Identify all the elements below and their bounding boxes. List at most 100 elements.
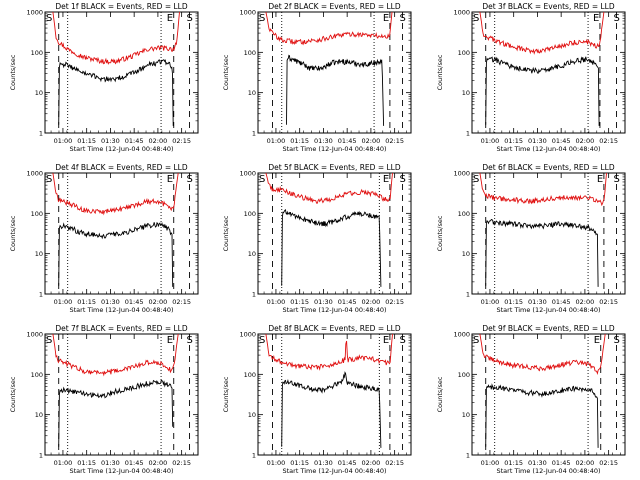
end-marker: E [383, 335, 389, 346]
start-marker: S [614, 335, 620, 346]
lld-series-line [479, 333, 606, 375]
start-marker: S [473, 13, 479, 24]
lld-series-line [265, 172, 393, 204]
x-tick-label: 02:00 [149, 459, 168, 467]
start-marker: S [187, 13, 193, 24]
panel-title: Det 1f BLACK = Events, RED = LLD [55, 2, 188, 11]
y-tick-label: 100 [458, 49, 470, 57]
x-tick-label: 01:15 [77, 459, 96, 467]
x-tick-label: 01:00 [54, 298, 73, 306]
x-tick-label: 02:15 [385, 459, 404, 467]
x-tick-label: 01:15 [504, 137, 523, 145]
y-axis-label: Counts/sec [9, 215, 17, 251]
x-tick-label: 01:15 [504, 459, 523, 467]
x-tick-label: 01:15 [290, 137, 309, 145]
y-tick-label: 100 [31, 371, 43, 379]
y-tick-label: 1 [39, 452, 43, 460]
x-tick-label: 01:45 [552, 459, 571, 467]
y-tick-label: 1 [252, 130, 256, 138]
x-tick-label: 01:30 [101, 137, 120, 145]
start-marker: S [259, 13, 265, 24]
events-series-line [281, 208, 382, 287]
x-tick-label: 01:30 [314, 137, 333, 145]
panel-4: Det 4f BLACK = Events, RED = LLD 1 10 100 10… [9, 163, 199, 314]
y-tick-label: 1 [466, 452, 470, 460]
panel-9: Det 9f BLACK = Events, RED = LLD 1 10 100 10… [436, 324, 626, 475]
end-marker: E [167, 335, 173, 346]
y-tick-label: 1000 [239, 331, 256, 339]
y-tick-label: 10 [35, 89, 43, 97]
events-series-line [485, 218, 599, 287]
x-tick-label: 01:45 [125, 459, 144, 467]
end-marker: E [167, 174, 173, 185]
y-tick-label: 10 [248, 411, 256, 419]
start-marker: S [187, 335, 193, 346]
x-tick-label: 01:45 [125, 137, 144, 145]
y-axis-label: Counts/sec [436, 376, 444, 412]
x-tick-label: 01:00 [54, 459, 73, 467]
y-tick-label: 1000 [26, 9, 43, 17]
y-axis-label: Counts/sec [436, 215, 444, 251]
lld-series-line [52, 172, 179, 216]
lld-series-line [479, 11, 605, 55]
y-tick-label: 10 [462, 250, 470, 258]
x-axis-label: Start Time (12-Jun-04 00:48:40) [70, 306, 174, 314]
y-axis-label: Counts/sec [222, 54, 230, 90]
x-tick-label: 01:15 [77, 298, 96, 306]
y-axis-label: Counts/sec [436, 54, 444, 90]
x-tick-label: 01:30 [528, 459, 547, 467]
x-tick-label: 02:00 [362, 459, 381, 467]
y-axis-label: Counts/sec [222, 376, 230, 412]
y-tick-label: 10 [462, 89, 470, 97]
end-marker: E [167, 13, 173, 24]
panel-title: Det 6f BLACK = Events, RED = LLD [482, 163, 615, 172]
events-series-line [281, 371, 382, 448]
start-marker: S [614, 174, 620, 185]
y-tick-label: 1 [39, 291, 43, 299]
x-tick-label: 01:45 [552, 298, 571, 306]
y-tick-label: 100 [31, 210, 43, 218]
events-series-line [58, 59, 174, 126]
end-marker: E [594, 335, 600, 346]
x-tick-label: 01:45 [338, 298, 357, 306]
y-tick-label: 1000 [239, 170, 256, 178]
panel-2: Det 2f BLACK = Events, RED = LLD 1 10 100 10… [222, 2, 412, 153]
plot-frame [471, 11, 626, 134]
x-tick-label: 01:45 [552, 137, 571, 145]
plot-frame [44, 333, 199, 456]
x-tick-label: 02:00 [576, 137, 595, 145]
start-marker: S [46, 13, 52, 24]
x-tick-label: 02:15 [172, 137, 191, 145]
start-marker: S [473, 174, 479, 185]
x-axis-label: Start Time (12-Jun-04 00:48:40) [497, 145, 601, 153]
x-tick-label: 01:15 [290, 298, 309, 306]
y-tick-label: 1 [39, 130, 43, 138]
x-tick-label: 02:00 [576, 459, 595, 467]
panel-title: Det 3f BLACK = Events, RED = LLD [482, 2, 615, 11]
end-marker: E [593, 13, 599, 24]
y-tick-label: 1 [466, 291, 470, 299]
y-tick-label: 100 [458, 210, 470, 218]
y-tick-label: 1000 [26, 170, 43, 178]
x-axis-label: Start Time (12-Jun-04 00:48:40) [497, 467, 601, 475]
panel-8: Det 8f BLACK = Events, RED = LLD 1 10 100 10… [222, 324, 412, 475]
lld-series-line [52, 333, 179, 377]
x-tick-label: 02:15 [599, 137, 618, 145]
x-tick-label: 02:00 [362, 137, 381, 145]
plot-frame [471, 172, 626, 295]
lld-series-line [265, 11, 393, 46]
end-marker: E [383, 13, 389, 24]
panel-1: Det 1f BLACK = Events, RED = LLD 1 10 100 10… [9, 2, 199, 153]
y-axis-label: Counts/sec [9, 376, 17, 412]
start-marker: S [400, 335, 406, 346]
x-axis-label: Start Time (12-Jun-04 00:48:40) [70, 145, 174, 153]
start-marker: S [46, 174, 52, 185]
lld-series-line [479, 172, 607, 207]
x-tick-label: 01:45 [338, 137, 357, 145]
y-tick-label: 10 [248, 89, 256, 97]
plot-frame [471, 333, 626, 456]
panel-3: Det 3f BLACK = Events, RED = LLD 1 10 100 10… [436, 2, 626, 153]
start-marker: S [259, 335, 265, 346]
x-tick-label: 01:15 [290, 459, 309, 467]
